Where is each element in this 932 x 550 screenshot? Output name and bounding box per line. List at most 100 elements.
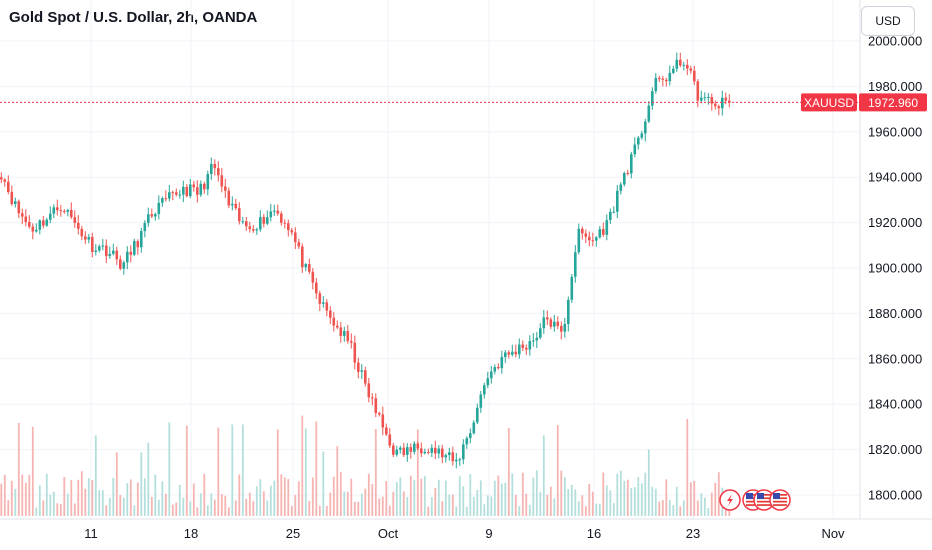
candle-body — [206, 174, 210, 190]
candle-layer — [0, 52, 731, 469]
candle-body — [273, 210, 276, 212]
candle-body — [150, 214, 154, 217]
candle-body — [395, 449, 399, 455]
volume-bar — [693, 480, 696, 516]
volume-bar — [465, 506, 468, 516]
symbol-tag — [801, 93, 857, 112]
candle-body — [17, 201, 21, 214]
candle-body — [553, 321, 556, 327]
candle-body — [332, 317, 336, 326]
candle-body — [381, 414, 385, 428]
candle-body — [479, 394, 483, 408]
volume-bar — [707, 507, 710, 516]
volume-bar — [651, 486, 654, 516]
events-layer[interactable] — [719, 489, 791, 511]
candle-body — [147, 214, 150, 223]
candle-body — [192, 184, 196, 188]
volume-bar — [350, 478, 353, 516]
us-flag-event-icon[interactable] — [769, 489, 791, 511]
volume-bar — [280, 474, 283, 516]
volume-bar — [70, 480, 73, 516]
candle-body — [189, 184, 192, 197]
volume-bar — [262, 491, 265, 516]
candle-body — [112, 250, 115, 254]
candle-body — [45, 219, 49, 226]
candle-body — [647, 105, 651, 122]
volume-bar — [539, 491, 542, 516]
volume-bar — [150, 496, 153, 516]
y-tick-label: 1920.000 — [868, 215, 922, 230]
volume-bar — [14, 488, 17, 516]
volume-bar — [238, 474, 241, 516]
candle-body — [343, 331, 346, 336]
candle-body — [94, 250, 98, 252]
candle-body — [675, 59, 679, 69]
candle-body — [122, 262, 126, 269]
volume-bar — [469, 474, 472, 516]
volume-bar — [630, 487, 633, 516]
volume-bar — [17, 422, 20, 516]
volume-bar — [682, 500, 685, 516]
volume-bar — [689, 482, 692, 516]
volume-bar — [553, 498, 556, 516]
volume-bar — [136, 482, 139, 516]
volume-bar — [567, 489, 570, 516]
candle-body — [290, 230, 294, 233]
x-tick-label: Oct — [378, 526, 399, 541]
candle-body — [119, 259, 122, 269]
volume-bar — [3, 474, 6, 516]
volume-bar — [94, 435, 97, 516]
volume-bar — [374, 428, 377, 516]
volume-bar — [325, 505, 328, 516]
x-tick-label: 25 — [286, 526, 300, 541]
candle-body — [7, 181, 10, 192]
candle-body — [31, 226, 35, 232]
candle-body — [185, 186, 189, 197]
volume-bar — [483, 504, 486, 516]
volume-bar — [234, 500, 237, 516]
candle-body — [584, 233, 588, 237]
volume-bar — [640, 483, 643, 516]
volume-bar — [602, 472, 605, 516]
x-tick-label: 9 — [485, 526, 492, 541]
volume-bar — [31, 426, 34, 516]
candle-body — [714, 103, 717, 107]
time-axis[interactable]: 11 18 25 Oct 9 16 23 Nov — [84, 526, 845, 541]
candle-body — [318, 293, 322, 304]
candle-body — [248, 226, 252, 230]
price-axis[interactable]: 1800.000 1820.000 1840.000 1860.000 1880.000… — [868, 34, 922, 503]
candle-body — [308, 264, 311, 272]
currency-button[interactable]: USD — [861, 6, 915, 36]
candle-body — [525, 347, 528, 350]
candle-body — [24, 216, 28, 222]
us-flag-event-icon[interactable] — [753, 489, 775, 511]
candle-body — [563, 323, 567, 332]
volume-bar — [388, 505, 391, 516]
candle-body — [252, 229, 255, 231]
candle-body — [658, 77, 661, 79]
volume-bar — [80, 471, 83, 516]
candle-body — [623, 173, 626, 185]
volume-bar — [311, 477, 314, 516]
candle-body — [371, 397, 374, 399]
volume-bar — [126, 483, 129, 516]
volume-bar — [241, 424, 244, 516]
lightning-event-icon[interactable] — [719, 489, 741, 511]
candle-body — [689, 68, 693, 71]
candle-body — [259, 217, 262, 230]
volume-bar — [654, 488, 657, 516]
volume-bar — [714, 482, 717, 516]
candle-body — [227, 190, 231, 206]
candle-body — [654, 77, 658, 92]
candle-body — [287, 223, 290, 231]
volume-bar — [38, 485, 41, 516]
candle-body — [560, 325, 563, 332]
candle-body — [105, 245, 108, 257]
candle-body — [238, 208, 241, 222]
candle-body — [364, 370, 367, 384]
candle-body — [283, 222, 287, 224]
volume-bar — [245, 498, 248, 516]
volume-bar — [231, 424, 234, 516]
volume-bar — [255, 486, 258, 516]
